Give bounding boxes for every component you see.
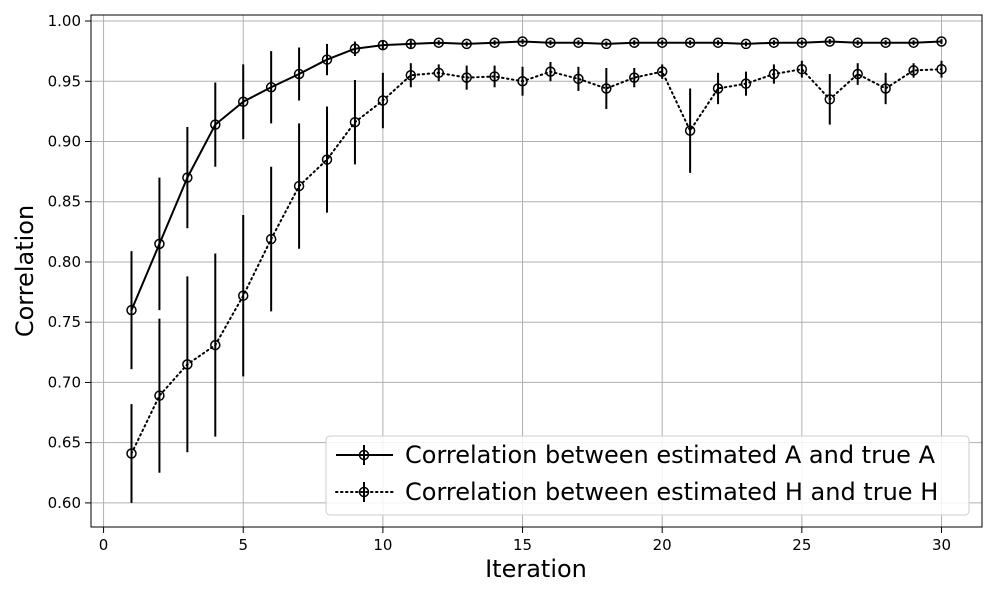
data-point-H [349, 116, 361, 128]
data-point-H [182, 359, 193, 370]
data-point-H [126, 448, 137, 459]
data-point-A [908, 37, 919, 48]
data-point-A [768, 37, 780, 48]
x-tick-label: 25 [792, 536, 811, 554]
data-point-A [126, 304, 137, 316]
legend-entry-H: Correlation between estimated H and true… [335, 478, 938, 506]
data-point-A [824, 36, 836, 47]
x-tick-label: 5 [238, 536, 248, 554]
y-tick-label: 0.60 [48, 494, 81, 512]
series-A [126, 36, 947, 370]
legend-label-H: Correlation between estimated H and true… [405, 478, 938, 506]
data-point-A [321, 54, 333, 65]
legend-label-A: Correlation between estimated A and true… [405, 441, 936, 469]
data-point-A [656, 37, 668, 48]
x-tick-label: 0 [99, 536, 109, 554]
data-point-A [573, 37, 584, 48]
data-point-H [545, 66, 556, 77]
y-tick-label: 0.95 [48, 72, 81, 90]
data-point-H [293, 180, 305, 192]
data-point-H [265, 233, 277, 245]
legend-marker-H [358, 486, 370, 498]
y-tick-label: 1.00 [48, 12, 81, 30]
data-point-A [349, 43, 361, 54]
y-axis-label: Correlation [11, 205, 39, 337]
data-point-H [154, 390, 165, 401]
data-point-H [405, 69, 417, 81]
series-layer [126, 36, 947, 503]
y-tick-label: 0.70 [48, 373, 81, 391]
data-point-H [852, 68, 863, 80]
data-point-H [936, 63, 947, 75]
data-point-H [237, 290, 249, 301]
ticks: 0 5 10 15 20 25 30 0.60 0.65 0.70 0.75 0.80 0.85 0.90… [48, 12, 951, 554]
x-tick-label: 30 [932, 536, 951, 554]
data-point-A [545, 37, 556, 48]
data-point-H [601, 83, 612, 94]
x-tick-label: 10 [373, 536, 392, 554]
y-tick-label: 0.65 [48, 434, 81, 452]
data-point-A [265, 82, 277, 93]
data-point-H [740, 78, 752, 89]
data-point-H [768, 68, 780, 80]
series-line-H [130, 68, 943, 455]
data-point-H [321, 154, 333, 165]
data-point-H [824, 94, 836, 105]
legend-box [325, 435, 970, 516]
data-point-A [377, 39, 389, 51]
data-point-H [489, 71, 500, 82]
data-point-A [461, 38, 472, 50]
data-point-H [517, 76, 528, 87]
data-point-H [573, 73, 584, 85]
data-point-A [154, 238, 165, 250]
data-point-A [740, 38, 752, 50]
data-point-H [712, 83, 724, 94]
data-point-A [182, 172, 193, 183]
data-point-A [293, 68, 305, 80]
legend-marker-A [358, 449, 370, 461]
data-point-A [489, 37, 500, 48]
y-tick-label: 0.85 [48, 193, 81, 211]
data-point-H [656, 66, 668, 77]
data-point-H [629, 72, 640, 83]
data-point-A [237, 96, 249, 107]
data-point-A [210, 119, 221, 130]
data-point-A [517, 36, 528, 47]
x-tick-label: 20 [653, 536, 672, 554]
data-point-H [377, 95, 389, 106]
data-point-H [461, 72, 472, 83]
data-point-A [796, 37, 808, 48]
plot-frame [90, 14, 983, 528]
data-point-H [908, 65, 919, 76]
data-point-A [405, 38, 417, 50]
y-tick-label: 0.90 [48, 132, 81, 150]
x-tick-label: 15 [513, 536, 532, 554]
legend: Correlation between estimated A and true… [325, 435, 970, 516]
data-point-A [880, 37, 891, 48]
y-tick-label: 0.75 [48, 313, 81, 331]
y-tick-label: 0.80 [48, 253, 81, 271]
series-H [126, 60, 947, 503]
data-point-H [433, 67, 444, 79]
data-point-A [712, 37, 724, 48]
data-point-A [936, 36, 947, 47]
data-point-H [684, 125, 696, 136]
data-point-A [629, 37, 640, 48]
data-point-A [852, 37, 863, 48]
x-axis-label: Iteration [485, 555, 587, 583]
legend-entry-A: Correlation between estimated A and true… [336, 441, 936, 469]
data-point-A [433, 37, 444, 48]
data-point-H [796, 63, 808, 75]
data-point-A [684, 37, 696, 48]
data-point-A [601, 38, 612, 50]
data-point-H [880, 83, 891, 94]
data-point-H [210, 339, 221, 351]
